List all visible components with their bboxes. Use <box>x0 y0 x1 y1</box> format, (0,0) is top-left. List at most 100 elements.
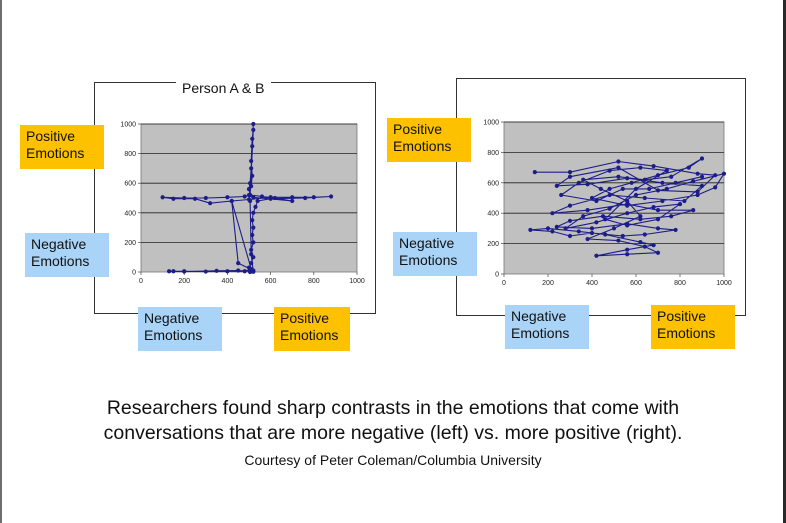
left-chart-data-point <box>242 269 247 274</box>
right-chart-data-point <box>585 208 590 213</box>
left-chart-data-point <box>251 240 256 245</box>
left-chart-x-tick-label: 200 <box>178 278 190 285</box>
right-chart-data-point <box>607 168 612 173</box>
left-chart-data-point <box>247 198 253 204</box>
left-chart-data-point <box>203 195 208 201</box>
left-chart-data-point <box>251 269 256 274</box>
left-chart-x-tick-label: 0 <box>139 278 143 285</box>
left-chart-data-point <box>259 194 265 199</box>
right-chart-data-point <box>655 188 661 193</box>
right-positive-x-label: Positive Emotions <box>651 305 735 349</box>
left-chart-data-point <box>247 269 253 275</box>
right-chart-data-point <box>598 186 603 191</box>
right-chart-data-point <box>642 177 647 182</box>
right-chart-data-point <box>545 226 551 231</box>
left-chart-data-point <box>251 255 256 260</box>
right-chart-data-point <box>686 165 691 170</box>
left-chart-data-point <box>208 201 213 206</box>
left-negative-x-label: Negative Emotions <box>138 307 222 351</box>
right-chart-data-point <box>651 243 656 248</box>
left-negative-y-label: Negative Emotions <box>25 233 109 277</box>
left-chart-x-tick-label: 400 <box>222 278 234 285</box>
left-chart-data-point <box>250 136 255 141</box>
right-chart-data-point <box>647 186 652 191</box>
left-chart-data-point <box>225 269 230 274</box>
right-chart-x-tick-label: 400 <box>586 280 598 287</box>
right-chart-data-point <box>567 170 573 175</box>
left-chart-data-point <box>251 121 256 127</box>
left-chart-data-point <box>251 127 256 133</box>
left-chart-x-tick-label: 1000 <box>349 278 365 285</box>
right-chart-data-point <box>682 198 687 204</box>
right-chart-data-point <box>699 174 705 179</box>
right-chart-data-point <box>638 217 643 222</box>
left-chart-data-point <box>251 210 256 215</box>
right-negative-y-label: Negative Emotions <box>393 232 477 276</box>
right-chart-y-tick-label: 800 <box>487 150 499 157</box>
right-chart-data-point <box>699 183 705 188</box>
right-chart-data-point <box>567 174 573 179</box>
right-chart-data-point <box>664 168 669 173</box>
left-chart-data-point <box>249 252 254 257</box>
right-chart-data-point <box>576 180 581 185</box>
left-chart-data-point <box>166 269 172 274</box>
right-chart-y-tick-label: 600 <box>487 180 499 187</box>
left-chart-y-tick-label: 200 <box>124 240 136 247</box>
right-chart-data-point <box>677 201 683 207</box>
right-chart-data-point <box>567 233 573 239</box>
right-chart-data-point <box>625 176 630 181</box>
right-chart-data-point <box>625 211 630 216</box>
right-chart-data-point <box>600 214 606 219</box>
right-chart-data-point <box>567 203 573 208</box>
right-chart-data-point <box>581 177 586 182</box>
right-chart-data-point <box>651 205 656 210</box>
left-chart-data-point <box>290 195 295 200</box>
right-chart-data-point <box>655 226 661 231</box>
right-chart-data-point <box>594 220 599 225</box>
left-chart-x-tick-label: 800 <box>308 278 320 285</box>
left-chart-data-point <box>251 225 256 230</box>
right-chart-data-point <box>669 174 674 179</box>
right-chart-x-tick-label: 1000 <box>716 280 732 287</box>
right-chart-y-tick-label: 200 <box>487 241 499 248</box>
left-chart-data-point <box>171 269 176 274</box>
right-chart-data-point <box>660 180 665 185</box>
right-chart-plot-area <box>503 121 725 275</box>
right-chart-data-point <box>638 239 643 245</box>
left-chart-data-point <box>251 195 256 200</box>
right-chart-data-point <box>625 203 630 208</box>
right-edge <box>783 0 786 523</box>
right-chart-data-point <box>594 198 599 204</box>
left-chart-x-tick-label: 600 <box>265 278 277 285</box>
right-chart-data-point <box>603 217 608 222</box>
left-chart-data-point <box>249 166 254 171</box>
left-chart-y-tick-label: 400 <box>124 210 136 217</box>
right-chart-data-point <box>673 227 678 233</box>
right-chart-data-point <box>550 211 555 216</box>
left-chart-data-point <box>311 195 316 200</box>
left-chart-data-point <box>253 204 258 209</box>
left-edge <box>0 0 2 523</box>
right-chart-data-point <box>611 226 617 231</box>
right-chart-y-tick-label: 0 <box>495 272 499 279</box>
left-chart-data-point <box>192 196 198 201</box>
right-chart-data-point <box>603 232 608 237</box>
left-chart-data-point <box>171 196 176 201</box>
right-chart-data-point <box>563 226 568 231</box>
right-chart-data-point <box>589 230 595 236</box>
right-chart-data-point <box>625 252 630 257</box>
right-chart-data-point <box>625 198 630 204</box>
left-chart-data-point <box>255 198 260 204</box>
left-chart-data-point <box>249 261 254 266</box>
right-chart-data-point <box>581 214 586 219</box>
right-chart-x-tick-label: 200 <box>542 280 554 287</box>
right-chart-data-point <box>607 206 612 211</box>
right-chart-data-point <box>699 156 705 161</box>
right-chart-data-point <box>660 198 665 204</box>
right-chart-data-point <box>616 174 621 179</box>
right-chart-series-line <box>529 157 725 257</box>
right-chart-data-point <box>550 229 555 234</box>
right-chart-data-point <box>664 186 669 191</box>
